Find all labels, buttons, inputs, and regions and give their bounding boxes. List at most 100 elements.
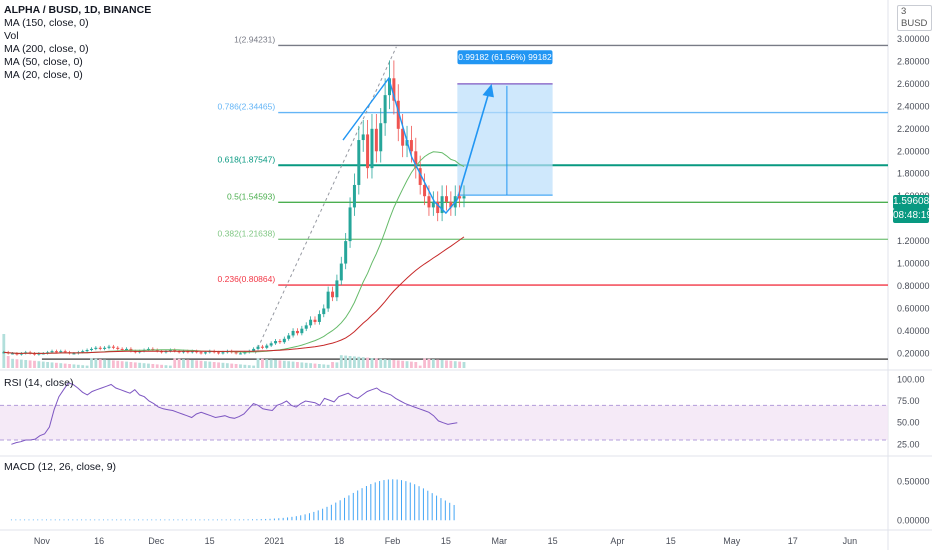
volume-bar	[55, 362, 58, 368]
volume-bar	[247, 365, 251, 368]
volume-bar	[462, 362, 466, 368]
indicator-ma200[interactable]: MA (200, close, 0)	[4, 43, 89, 55]
volume-bar	[458, 361, 462, 368]
volume-bar	[331, 362, 334, 368]
indicator-ma150[interactable]: MA (150, close, 0)	[4, 17, 89, 29]
rsi-line	[11, 382, 458, 445]
fib-level-label: 0.236(0.80864)	[218, 274, 276, 284]
macd-pane-title[interactable]: MACD (12, 26, close, 9)	[4, 461, 117, 473]
candle-body	[309, 319, 313, 326]
indicator-ma50[interactable]: MA (50, close, 0)	[4, 56, 83, 68]
volume-bar	[361, 357, 365, 368]
candle-body	[326, 291, 330, 309]
volume-bar	[186, 359, 190, 368]
candle-body	[300, 328, 304, 334]
volume-bar	[313, 363, 317, 368]
quote-currency-badge[interactable]: 3 BUSD	[897, 5, 932, 31]
y-axis-tick-label: 0.40000	[897, 326, 930, 336]
candle-body	[331, 291, 335, 298]
volume-bar	[72, 364, 76, 368]
candle-body	[414, 151, 418, 169]
candle-body	[317, 314, 321, 322]
indicator-vol[interactable]: Vol	[4, 30, 19, 42]
volume-bar	[383, 359, 387, 368]
volume-bar	[265, 359, 269, 368]
candle-body	[81, 351, 85, 353]
candle-body	[221, 352, 225, 354]
candle-body	[339, 263, 343, 281]
fib-level-label: 0.382(1.21638)	[218, 228, 276, 238]
indicator-ma20[interactable]: MA (20, close, 0)	[4, 69, 83, 81]
volume-bar	[335, 362, 339, 368]
last-price-badge: 1.59608	[893, 195, 930, 209]
candle-body	[111, 346, 115, 348]
candle-body	[63, 351, 67, 353]
volume-bar	[138, 362, 142, 368]
candle-body	[295, 330, 299, 334]
x-axis-tick-label: 15	[205, 536, 215, 546]
x-axis-tick-label: Feb	[385, 536, 401, 546]
candle-body	[72, 353, 76, 355]
y-axis-tick-label: 1.00000	[897, 259, 930, 269]
candle-body	[54, 351, 58, 353]
symbol-title[interactable]: ALPHA / BUSD, 1D, BINANCE	[4, 4, 152, 16]
volume-bar	[116, 360, 120, 368]
target-zone	[457, 83, 553, 196]
volume-bar	[199, 360, 203, 368]
volume-bar	[195, 360, 199, 368]
countdown-badge: 08:48:19	[893, 209, 932, 223]
candle-body	[59, 351, 63, 353]
volume-bar	[212, 362, 216, 368]
candle-body	[431, 201, 435, 208]
candle-body	[116, 347, 120, 349]
candle-body	[151, 348, 155, 351]
volume-bar	[445, 360, 448, 368]
candle-body	[155, 350, 159, 352]
volume-bar	[300, 362, 304, 368]
candle-body	[379, 123, 383, 152]
volume-bar	[291, 361, 295, 368]
volume-bar	[208, 361, 212, 368]
candle-body	[348, 207, 352, 242]
candle-body	[357, 140, 361, 185]
volume-bar	[151, 364, 155, 368]
volume-bar	[125, 361, 128, 368]
candle-body	[41, 353, 45, 355]
chart-legend: ALPHA / BUSD, 1D, BINANCE MA (150, close…	[4, 4, 151, 82]
volume-bar	[182, 359, 185, 368]
volume-bar	[252, 365, 256, 368]
candle-body	[322, 308, 326, 315]
volume-bar	[440, 360, 444, 368]
candle-body	[444, 196, 448, 202]
volume-bar	[269, 359, 273, 368]
macd-axis-tick-label: 0.00000	[897, 515, 930, 525]
volume-bar	[282, 360, 286, 368]
candle-body	[94, 347, 98, 349]
volume-bar	[326, 364, 330, 368]
candle-body	[217, 352, 221, 354]
volume-bar	[392, 360, 396, 368]
volume-bar	[46, 362, 50, 368]
rsi-pane-title[interactable]: RSI (14, close)	[4, 377, 74, 389]
volume-bar	[160, 364, 163, 368]
candle-body	[11, 353, 15, 355]
volume-bar	[344, 355, 348, 368]
candle-body	[160, 351, 164, 353]
candle-body	[103, 347, 107, 349]
candle-body	[388, 78, 392, 96]
y-axis-tick-label: 2.80000	[897, 56, 930, 66]
candle-body	[32, 353, 36, 355]
volume-bar	[353, 356, 356, 368]
fib-level-label: 0.5(1.54593)	[227, 191, 275, 201]
swing-path	[342, 76, 458, 215]
fib-level-label: 0.618(1.87547)	[218, 154, 276, 164]
y-axis-tick-label: 2.60000	[897, 79, 930, 89]
candle-body	[427, 196, 431, 208]
x-axis-tick-label: Mar	[492, 536, 508, 546]
y-axis-tick-label: 2.20000	[897, 124, 930, 134]
candle-body	[383, 95, 387, 124]
volume-bar	[164, 365, 168, 368]
candle-body	[352, 184, 356, 208]
volume-bar	[6, 356, 10, 368]
fib-level-label: 1(2.94231)	[234, 34, 275, 44]
